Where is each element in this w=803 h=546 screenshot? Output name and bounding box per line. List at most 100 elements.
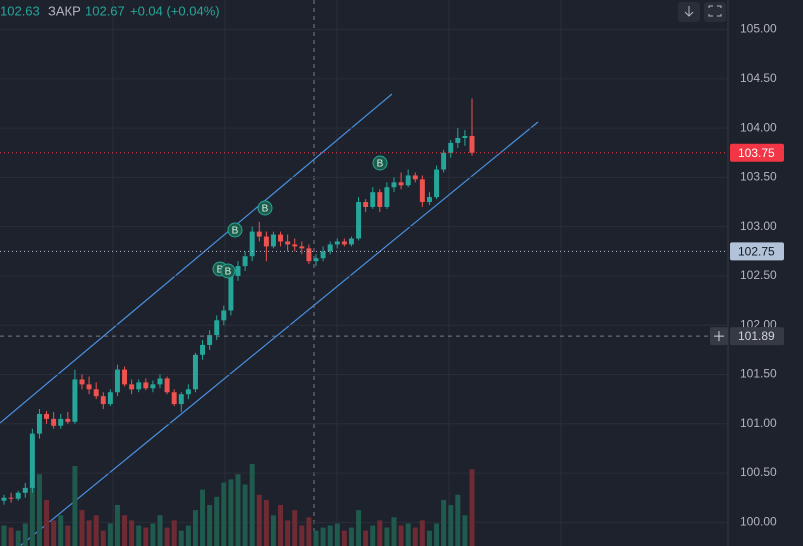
candle-body xyxy=(235,266,241,276)
volume-bar xyxy=(79,510,85,546)
scroll-button[interactable] xyxy=(678,2,700,22)
candle-body xyxy=(228,275,234,311)
volume-bar xyxy=(15,530,21,546)
price-label: 102.75 xyxy=(738,244,775,258)
candle-body xyxy=(398,182,404,186)
volume-bar xyxy=(363,530,369,546)
candle-body xyxy=(356,202,362,239)
candle-body xyxy=(72,379,78,422)
volume-bar xyxy=(455,494,461,546)
candle-body xyxy=(363,202,369,207)
volume-bar xyxy=(292,510,298,546)
candle-body xyxy=(185,389,191,395)
candle-body xyxy=(129,384,135,390)
volume-bar xyxy=(143,527,149,546)
volume-bar xyxy=(93,515,99,546)
volume-bar xyxy=(327,525,333,546)
candle-body xyxy=(58,418,64,426)
candle-body xyxy=(285,241,291,245)
volume-bar xyxy=(441,499,447,546)
y-tick-label: 105.00 xyxy=(740,22,777,36)
volume-bar xyxy=(306,517,312,546)
volume-bar xyxy=(157,515,163,546)
volume-bar xyxy=(200,489,206,546)
volume-bar xyxy=(129,520,135,546)
buy-marker-label: B xyxy=(217,265,224,276)
channel-lower xyxy=(19,121,539,546)
volume-bar xyxy=(320,527,326,546)
buy-marker xyxy=(220,263,236,279)
buy-marker-label: B xyxy=(377,159,384,170)
y-tick-label: 102.50 xyxy=(740,268,777,282)
candle-body xyxy=(1,497,7,501)
add-button[interactable] xyxy=(710,327,728,346)
volume-bar xyxy=(391,517,397,546)
candle-body xyxy=(79,379,85,385)
volume-bar xyxy=(228,479,234,546)
candle-body xyxy=(171,392,177,405)
candle-body xyxy=(44,413,50,419)
candle-body xyxy=(192,354,198,390)
buy-marker-label: B xyxy=(262,204,269,215)
price-label: 103.75 xyxy=(738,146,775,160)
candle-body xyxy=(100,396,106,405)
volume-bar xyxy=(412,527,418,546)
price-label-box xyxy=(730,143,784,162)
volume-bar xyxy=(44,499,50,546)
candle-body xyxy=(462,136,468,138)
candle-body xyxy=(107,392,113,405)
volume-bar xyxy=(8,527,14,546)
volume-bar xyxy=(256,494,262,546)
volume-bar xyxy=(341,530,347,546)
candle-body xyxy=(469,136,475,153)
candle-body xyxy=(256,231,262,237)
y-tick-label: 104.00 xyxy=(740,120,777,134)
candle-body xyxy=(306,248,312,262)
volume-bar xyxy=(426,530,432,546)
candle-body xyxy=(292,244,298,247)
volume-bar xyxy=(51,520,57,546)
buy-marker-label: B xyxy=(225,267,232,278)
volume-bar xyxy=(171,520,177,546)
volume-bar xyxy=(285,520,291,546)
buy-marker xyxy=(227,222,243,238)
buy-marker-label: B xyxy=(232,226,239,237)
y-tick-label: 100.00 xyxy=(740,515,777,529)
volume-bar xyxy=(136,525,142,546)
candle-body xyxy=(263,236,269,247)
candle-body xyxy=(249,231,255,257)
volume-bar xyxy=(214,496,220,546)
candle-body xyxy=(8,497,14,499)
candle-body xyxy=(15,492,21,499)
volume-bar xyxy=(419,520,425,546)
y-tick-label: 100.50 xyxy=(740,465,777,479)
candle-body xyxy=(370,192,376,207)
crosshair-label-box xyxy=(730,327,784,346)
volume-bar xyxy=(1,525,7,546)
buy-marker xyxy=(372,155,388,171)
volume-bar xyxy=(122,515,128,546)
channel-upper xyxy=(0,93,393,424)
candle-body xyxy=(278,234,284,242)
candle-body xyxy=(86,384,92,390)
fullscreen-button[interactable] xyxy=(704,2,726,22)
candle-body xyxy=(448,142,454,153)
candle-body xyxy=(143,382,149,389)
volume-bar xyxy=(469,469,475,546)
candle-body xyxy=(164,378,170,393)
candle-body xyxy=(327,244,333,252)
candle-body xyxy=(313,258,319,262)
volume-bar xyxy=(270,515,276,546)
price-label-box xyxy=(730,242,784,261)
candle-body xyxy=(114,369,120,393)
y-tick-label: 101.00 xyxy=(740,416,777,430)
volume-bar xyxy=(377,520,383,546)
volume-bar xyxy=(370,525,376,546)
y-tick-label: 103.00 xyxy=(740,219,777,233)
candle-body xyxy=(320,251,326,259)
volume-bar xyxy=(313,530,319,546)
candle-body xyxy=(348,238,354,245)
volume-bar xyxy=(263,499,269,546)
